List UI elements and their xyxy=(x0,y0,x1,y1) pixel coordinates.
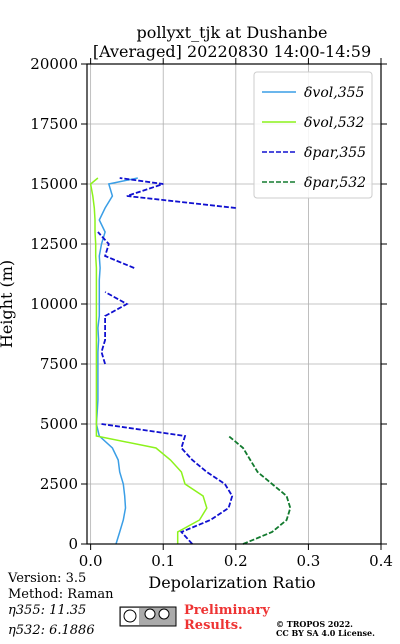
x-tick-label: 0.2 xyxy=(224,552,248,570)
x-axis-label: Depolarization Ratio xyxy=(148,573,315,592)
legend-label: δpar,355 xyxy=(304,145,366,161)
legend-box xyxy=(253,71,373,199)
preliminary: Results. xyxy=(184,618,243,633)
legend-label: δpar,532 xyxy=(304,175,366,191)
y-tick-label: 2500 xyxy=(40,475,78,493)
version: Version: 3.5 xyxy=(7,571,86,586)
cc-badge xyxy=(119,606,177,627)
y-tick-label: 20000 xyxy=(30,55,78,73)
eta532: η532: 6.1886 xyxy=(8,623,95,638)
x-tick-label: 0.1 xyxy=(151,552,175,570)
legend: δvol,355 δvol,532 δpar,355 δpar,532 xyxy=(253,71,373,199)
x-tick-label: 0.3 xyxy=(296,552,320,570)
profile-line xyxy=(228,435,292,545)
y-tick-label: 5000 xyxy=(40,415,78,433)
profile-line xyxy=(95,177,138,545)
legend-label: δvol,355 xyxy=(304,85,365,101)
chart-title: [Averaged] 20220830 14:00-14:59 xyxy=(93,42,371,61)
profile-line xyxy=(89,177,208,544)
y-tick-label: 12500 xyxy=(30,235,78,253)
y-tick-label: 7500 xyxy=(40,355,78,373)
copyright: © TROPOS 2022. xyxy=(276,619,353,629)
profile-line xyxy=(97,177,236,545)
y-tick-label: 17500 xyxy=(30,115,78,133)
eta355: η355: 11.35 xyxy=(8,603,86,618)
chart-title: pollyxt_tjk at Dushanbe xyxy=(136,23,327,42)
method: Method: Raman xyxy=(8,587,114,602)
copyright: CC BY SA 4.0 License. xyxy=(276,628,375,638)
x-tick-label: 0.0 xyxy=(79,552,103,570)
y-axis-label: Height (m) xyxy=(0,260,16,348)
legend-label: δvol,532 xyxy=(304,115,365,131)
y-tick-label: 0 xyxy=(68,535,78,553)
x-tick-label: 0.4 xyxy=(369,552,393,570)
preliminary: Preliminary xyxy=(184,603,270,618)
y-tick-label: 10000 xyxy=(30,295,78,313)
plot-frame xyxy=(86,63,382,545)
y-tick-label: 15000 xyxy=(30,175,78,193)
